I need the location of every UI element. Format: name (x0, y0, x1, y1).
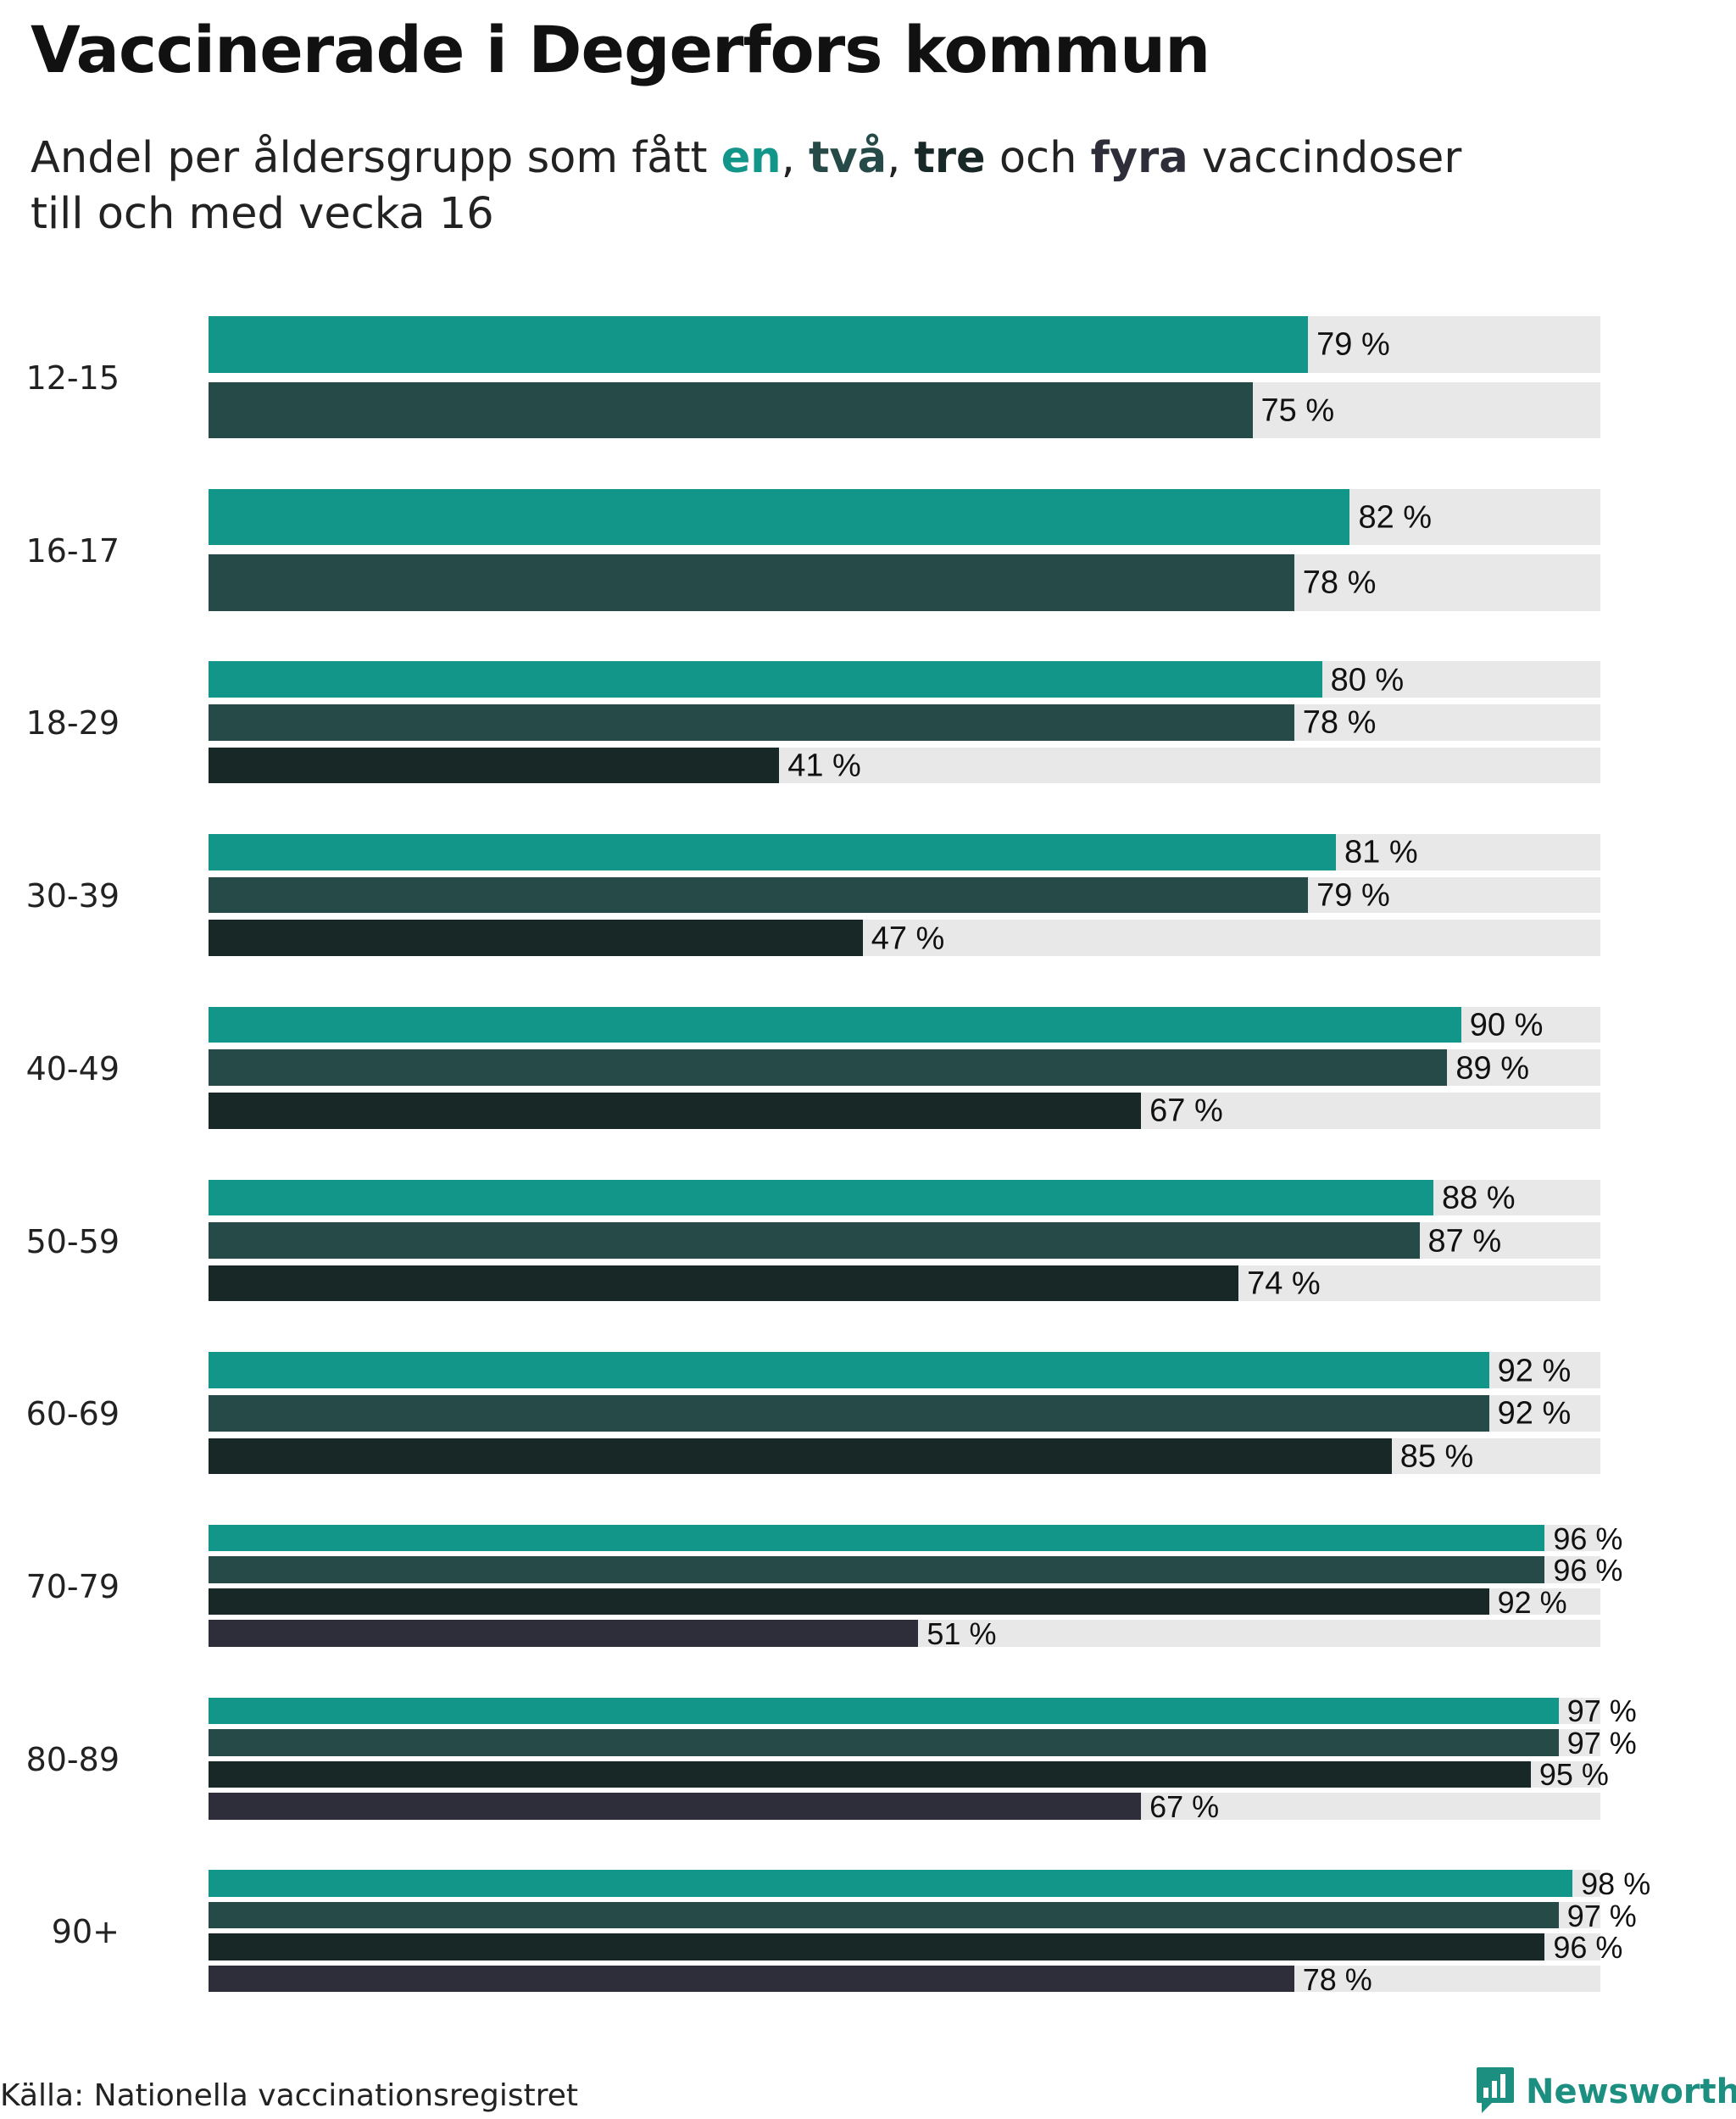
data-label: 96 % (1553, 1553, 1623, 1588)
age-group-label: 30-39 (25, 877, 120, 915)
data-label: 67 % (1149, 1093, 1223, 1129)
bar-tre-60-69 (209, 1438, 1392, 1475)
newsworthy-logo-icon (1475, 2066, 1516, 2118)
age-group-label: 90+ (51, 1913, 120, 1951)
bar-tre-80-89 (209, 1760, 1531, 1788)
data-label: 79 % (1316, 877, 1390, 914)
age-group-label: 50-59 (25, 1222, 120, 1260)
brand-logo: Newsworthy (1475, 2066, 1736, 2117)
age-group-label: 40-49 (25, 1049, 120, 1087)
source-note: Källa: Nationella vaccinationsregistret (0, 2078, 578, 2113)
data-label: 67 % (1149, 1788, 1220, 1824)
data-label: 78 % (1302, 1961, 1372, 1997)
subtitle-line-2: till och med vecka 16 (31, 189, 494, 239)
data-label: 78 % (1302, 565, 1377, 601)
data-label: 92 % (1497, 1353, 1572, 1389)
age-group-label: 80-89 (25, 1740, 120, 1778)
bar-tre-50-59 (209, 1265, 1239, 1302)
data-label: 92 % (1497, 1584, 1567, 1620)
bar-fyra-70-79 (209, 1620, 919, 1647)
data-label: 74 % (1247, 1265, 1321, 1302)
bar-tv--70-79 (209, 1556, 1545, 1583)
bar-tv--30-39 (209, 876, 1309, 914)
data-label: 80 % (1330, 662, 1405, 698)
bar-tre-70-79 (209, 1588, 1489, 1616)
bar-en-60-69 (209, 1352, 1489, 1388)
subtitle-suffix: vaccindoser (1188, 133, 1462, 183)
data-label: 96 % (1553, 1930, 1623, 1966)
data-label: 95 % (1538, 1757, 1609, 1793)
data-label: 47 % (871, 920, 945, 957)
data-label: 92 % (1497, 1395, 1572, 1432)
bar-tv--80-89 (209, 1729, 1559, 1756)
bar-en-18-29 (209, 661, 1322, 698)
bar-tv--18-29 (209, 704, 1294, 741)
data-label: 89 % (1455, 1050, 1529, 1087)
bar-tv--50-59 (209, 1222, 1420, 1259)
data-label: 88 % (1441, 1180, 1516, 1216)
bar-tre-18-29 (209, 747, 780, 784)
bar-tre-90- (209, 1933, 1545, 1960)
data-label: 87 % (1427, 1223, 1502, 1259)
bar-tre-30-39 (209, 920, 863, 957)
data-label: 82 % (1358, 499, 1433, 536)
bar-tv--90- (209, 1901, 1559, 1929)
age-group-label: 70-79 (25, 1567, 120, 1605)
age-group-label: 12-15 (25, 359, 120, 397)
data-label: 41 % (787, 748, 861, 784)
data-label: 96 % (1553, 1521, 1623, 1556)
bar-tv--12-15 (209, 381, 1253, 438)
subtitle-och: och (985, 133, 1091, 183)
bar-fyra-80-89 (209, 1793, 1142, 1820)
chart-title: Vaccinerade i Degerfors kommun (31, 12, 1210, 87)
bar-en-50-59 (209, 1179, 1433, 1216)
data-label: 75 % (1260, 392, 1335, 429)
age-group-label: 60-69 (25, 1395, 120, 1433)
bar-en-16-17 (209, 488, 1350, 546)
data-label: 97 % (1566, 1694, 1637, 1729)
subtitle-legend-tre: tre (914, 133, 986, 183)
data-label: 81 % (1344, 834, 1418, 870)
subtitle-prefix: Andel per åldersgrupp som fått (31, 133, 721, 183)
brand-name: Newsworthy (1526, 2072, 1736, 2111)
subtitle-sep: , (781, 133, 810, 183)
age-group-label: 18-29 (25, 704, 120, 742)
data-label: 97 % (1566, 1725, 1637, 1760)
bar-tre-40-49 (209, 1093, 1142, 1129)
chart-subtitle: Andel per åldersgrupp som fått en, två, … (31, 131, 1641, 242)
subtitle-sep: , (887, 133, 915, 183)
subtitle-legend-tva: två (809, 133, 887, 183)
bar-tv--40-49 (209, 1049, 1448, 1087)
bar-fyra-90- (209, 1965, 1294, 1993)
data-label: 97 % (1566, 1898, 1637, 1933)
age-group-label: 16-17 (25, 531, 120, 570)
data-label: 79 % (1316, 326, 1390, 363)
data-label: 51 % (926, 1616, 997, 1652)
bar-tv--60-69 (209, 1394, 1489, 1432)
bar-en-30-39 (209, 834, 1337, 870)
subtitle-legend-fyra: fyra (1090, 133, 1188, 183)
bar-en-12-15 (209, 316, 1309, 373)
bar-en-40-49 (209, 1006, 1461, 1043)
bar-tv--16-17 (209, 554, 1294, 611)
data-label: 78 % (1302, 704, 1377, 741)
data-label: 90 % (1469, 1007, 1544, 1043)
bar-en-90- (209, 1870, 1573, 1897)
subtitle-legend-en: en (721, 133, 782, 183)
bar-en-70-79 (209, 1524, 1545, 1552)
bar-en-80-89 (209, 1697, 1559, 1725)
data-label: 85 % (1399, 1438, 1474, 1475)
data-label: 98 % (1581, 1866, 1651, 1902)
